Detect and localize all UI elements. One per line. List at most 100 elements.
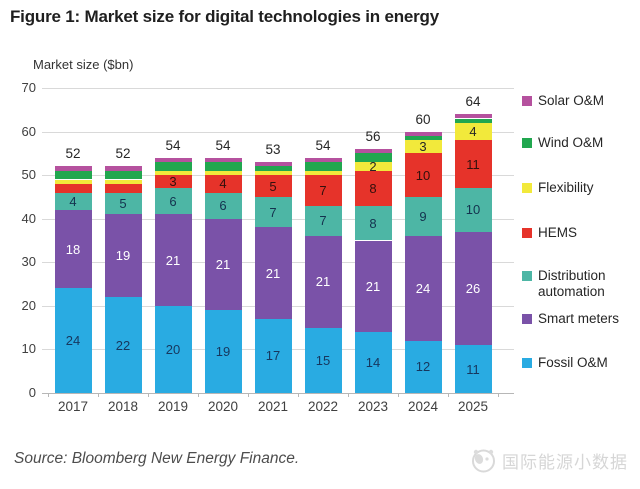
x-category-label: 2025 [457, 399, 489, 414]
x-tick-mark [148, 393, 149, 397]
legend-swatch-icon [522, 96, 532, 106]
figure-title: Figure 1: Market size for digital techno… [10, 7, 439, 26]
bar-total-label: 60 [415, 111, 431, 127]
gridline [42, 88, 514, 89]
bar-total-label: 54 [215, 137, 231, 153]
bar-segment-hems-2023: 8 [354, 170, 392, 206]
bar-segment-smart-meters-2022: 21 [304, 236, 342, 328]
segment-value-label: 24 [65, 333, 81, 349]
bar-total-label: 54 [315, 137, 331, 153]
bar-segment-hems-2025: 11 [454, 140, 492, 189]
bar-segment-fossil-o-m-2017: 24 [54, 288, 92, 393]
bar-segment-flexibility-2024: 3 [404, 140, 442, 154]
bar-segment-wind-o-m-2019 [154, 162, 192, 171]
bar-segment-wind-o-m-2018 [104, 170, 142, 180]
bar-segment-flexibility-2019 [154, 170, 192, 176]
y-tick-label: 0 [28, 385, 36, 400]
x-category-label: 2020 [207, 399, 239, 414]
segment-value-label: 5 [269, 178, 277, 194]
bar-segment-solar-o-m-2022 [304, 157, 342, 163]
source-caption: Source: Bloomberg New Energy Finance. [14, 450, 300, 467]
bar-segment-hems-2021: 5 [254, 175, 292, 197]
x-tick-mark [198, 393, 199, 397]
x-tick-mark [448, 393, 449, 397]
bar-segment-distribution-automation-2020: 6 [204, 192, 242, 219]
legend-label: Flexibility [538, 180, 594, 195]
bar-segment-flexibility-2022 [304, 170, 342, 176]
segment-value-label: 21 [315, 274, 331, 290]
legend-swatch-icon [522, 183, 532, 193]
x-category-label: 2021 [257, 399, 289, 414]
bar-segment-flexibility-2023: 2 [354, 158, 392, 174]
legend-label: Distribution automation [538, 268, 606, 299]
x-tick-mark [48, 393, 49, 397]
bar-segment-distribution-automation-2025: 10 [454, 188, 492, 232]
legend-swatch-icon [522, 138, 532, 148]
x-tick-mark [498, 393, 499, 397]
bar-segment-distribution-automation-2022: 7 [304, 205, 342, 237]
segment-value-label: 11 [466, 156, 480, 172]
segment-value-label: 8 [369, 215, 377, 231]
bar-segment-wind-o-m-2021 [254, 166, 292, 171]
chart-legend: Solar O&M Wind O&M Flexibility HEMS Distribu… [522, 0, 640, 400]
bar-segment-wind-o-m-2022 [304, 162, 342, 171]
segment-value-label: 4 [469, 124, 477, 140]
legend-item-hems: HEMS [522, 225, 634, 241]
watermark-text: 国际能源小数据 [502, 453, 628, 472]
segment-value-label: 6 [169, 193, 177, 209]
bar-total-label: 54 [165, 137, 181, 153]
x-tick-mark [398, 393, 399, 397]
x-tick-mark [98, 393, 99, 397]
bar-segment-flexibility-2025: 4 [454, 122, 492, 141]
segment-value-label: 18 [65, 241, 81, 257]
legend-swatch-icon [522, 228, 532, 238]
segment-value-label: 14 [365, 355, 381, 370]
bar-segment-distribution-automation-2023: 8 [354, 205, 392, 241]
legend-swatch-icon [522, 358, 532, 368]
bar-segment-smart-meters-2025: 26 [454, 231, 492, 346]
bar-total-label: 56 [365, 129, 381, 144]
bar-total-label: 52 [65, 146, 81, 162]
legend-label: Wind O&M [538, 135, 604, 150]
legend-swatch-icon [522, 314, 532, 324]
bar-segment-distribution-automation-2021: 7 [254, 196, 292, 228]
segment-value-label: 7 [319, 182, 327, 198]
bar-segment-smart-meters-2021: 21 [254, 227, 292, 319]
segment-value-label: 15 [315, 352, 331, 368]
legend-item-fossil-o-m: Fossil O&M [522, 355, 634, 371]
segment-value-label: 22 [115, 337, 131, 353]
segment-value-label: 12 [415, 359, 431, 375]
y-tick-label: 20 [21, 297, 36, 313]
gridline [42, 131, 514, 133]
segment-value-label: 10 [465, 202, 481, 218]
bar-segment-hems-2024: 10 [404, 153, 442, 197]
bar-segment-wind-o-m-2017 [54, 170, 92, 180]
bar-segment-wind-o-m-2020 [204, 162, 242, 171]
segment-value-label: 7 [319, 213, 327, 229]
legend-item-wind-o-m: Wind O&M [522, 135, 634, 151]
x-category-label: 2023 [357, 399, 389, 414]
bar-segment-distribution-automation-2019: 6 [154, 188, 192, 215]
segment-value-label: 2 [369, 158, 377, 174]
bar-segment-flexibility-2021 [254, 170, 292, 176]
bar-segment-smart-meters-2020: 21 [204, 218, 242, 311]
bar-segment-smart-meters-2024: 24 [404, 236, 442, 341]
bar-segment-smart-meters-2017: 18 [54, 210, 92, 289]
legend-item-flexibility: Flexibility [522, 180, 634, 196]
x-tick-mark [248, 393, 249, 397]
segment-value-label: 21 [215, 256, 231, 272]
bar-total-label: 52 [115, 146, 131, 162]
bar-segment-hems-2022: 7 [304, 175, 342, 206]
segment-value-label: 21 [165, 252, 181, 268]
x-tick-mark [348, 393, 349, 397]
bar-segment-flexibility-2017 [54, 179, 92, 184]
segment-value-label: 4 [219, 176, 227, 192]
legend-item-solar-o-m: Solar O&M [522, 93, 634, 109]
segment-value-label: 26 [465, 280, 481, 296]
legend-item-distribution-automation: Distribution automation [522, 268, 634, 300]
bar-segment-fossil-o-m-2024: 12 [404, 340, 442, 393]
segment-value-label: 24 [415, 280, 431, 296]
segment-value-label: 11 [466, 361, 480, 377]
segment-value-label: 10 [415, 167, 431, 183]
legend-label: Fossil O&M [538, 355, 608, 370]
